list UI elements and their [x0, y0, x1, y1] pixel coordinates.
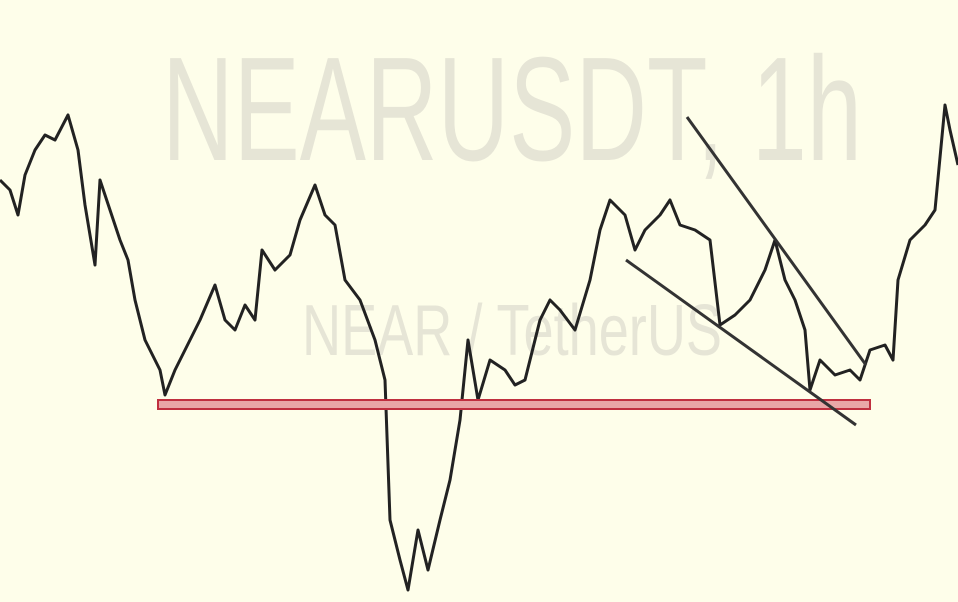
trend-line-lower [625, 258, 857, 427]
price-path [0, 103, 958, 592]
watermark-symbol: NEARUSDT, 1h [162, 27, 862, 192]
support-band [157, 399, 871, 410]
trend-line-upper [685, 116, 868, 366]
watermark-description: NEAR / TetherUS [302, 291, 722, 371]
